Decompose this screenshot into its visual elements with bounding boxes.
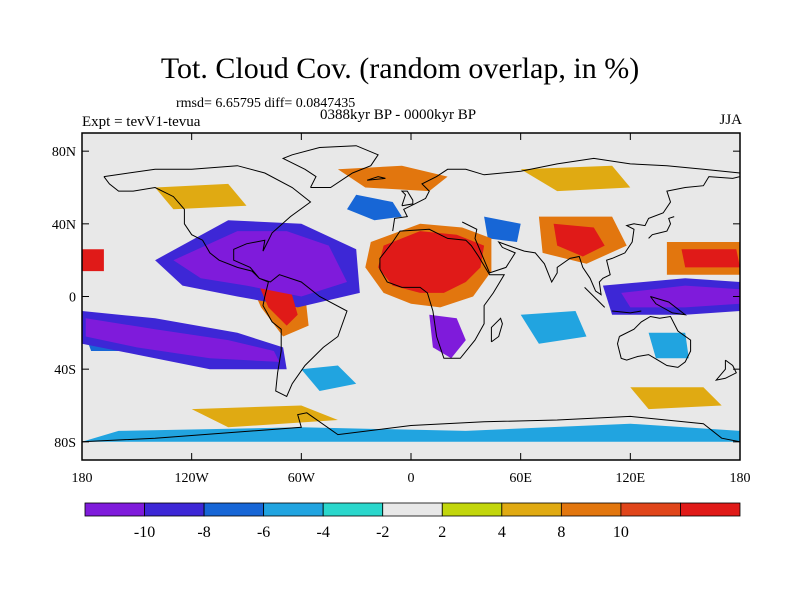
- coastline: [616, 315, 692, 368]
- anomaly-region: [82, 423, 740, 442]
- colorbar-label: 2: [438, 524, 446, 541]
- colorbar-segment: [322, 502, 384, 517]
- coastline: [82, 412, 740, 443]
- colorbar: -10 -8 -6 -4 -2 2 4 8 10: [84, 502, 741, 541]
- lat-tick-label: 80N: [52, 145, 76, 160]
- anomaly-field: [82, 165, 740, 442]
- lon-tick-label: 180: [730, 471, 751, 486]
- coastline: [400, 190, 414, 207]
- lat-tick-label: 40S: [54, 363, 76, 378]
- anomaly-region: [484, 216, 521, 242]
- colorbar-label: -8: [197, 524, 210, 541]
- colorbar-segment: [203, 502, 265, 517]
- anomaly-region: [301, 365, 357, 391]
- colorbar-label: -10: [134, 524, 155, 541]
- coastlines: [82, 145, 740, 443]
- colorbar-segment: [382, 502, 443, 517]
- colorbar-segment: [620, 502, 681, 517]
- anomaly-region: [347, 194, 402, 221]
- colorbar-segment: [680, 502, 741, 517]
- colorbar-label: 10: [613, 524, 629, 541]
- experiment-label: Expt = tevV1-tevua: [82, 114, 201, 130]
- colorbar-segment: [501, 502, 562, 517]
- coastline: [584, 287, 606, 308]
- lon-tick-label: 60E: [509, 471, 532, 486]
- anomaly-region: [337, 165, 448, 192]
- lat-tick-label: 80S: [54, 436, 76, 451]
- coastline: [379, 228, 506, 359]
- lon-tick-label: 120W: [175, 471, 210, 486]
- coastline: [612, 310, 642, 314]
- anomaly-region: [630, 387, 722, 410]
- coastline: [392, 157, 740, 232]
- latitude-axis: 80N 40N 0 40S 80S: [52, 145, 740, 451]
- colorbar-label: 4: [498, 524, 506, 541]
- lon-tick-label: 180: [72, 471, 93, 486]
- anomaly-region: [173, 231, 347, 297]
- anomaly-region: [378, 231, 485, 293]
- anomaly-region: [429, 314, 466, 359]
- anomaly-region: [82, 249, 104, 272]
- colorbar-label: -4: [317, 524, 330, 541]
- anomaly-region: [681, 249, 740, 268]
- colorbar-label: 8: [557, 524, 565, 541]
- statistics-line: rmsd= 6.65795 diff= 0.0847435: [176, 96, 356, 111]
- lon-tick-label: 0: [408, 471, 415, 486]
- colorbar-segment: [144, 502, 205, 517]
- anomaly-region: [648, 332, 689, 359]
- anomaly-region: [520, 165, 631, 192]
- colorbar-segment: [263, 502, 324, 517]
- anomaly-region: [155, 183, 247, 210]
- lon-tick-label: 60W: [288, 471, 316, 486]
- anomaly-region: [191, 405, 338, 428]
- coastline: [490, 317, 503, 343]
- lat-tick-label: 0: [69, 291, 76, 306]
- coastline: [714, 359, 737, 381]
- colorbar-label: -6: [257, 524, 270, 541]
- anomaly-region: [85, 318, 280, 362]
- map-title: Tot. Cloud Cov. (random overlap, in %): [160, 52, 640, 85]
- anomaly-region: [520, 311, 587, 344]
- colorbar-label: -2: [376, 524, 389, 541]
- coastline: [103, 165, 348, 398]
- coastline: [281, 145, 379, 188]
- lon-tick-label: 120E: [616, 471, 646, 486]
- colorbar-segment: [441, 502, 503, 517]
- colorbar-segment: [560, 502, 622, 517]
- lat-tick-label: 40N: [52, 218, 76, 233]
- coastline: [461, 176, 740, 296]
- anomaly-region: [553, 223, 605, 257]
- anomaly-region: [621, 285, 740, 308]
- colorbar-segment: [84, 502, 145, 517]
- coastline: [366, 176, 386, 181]
- coastline: [650, 296, 688, 316]
- season-label: JJA: [719, 112, 742, 128]
- coastline: [648, 216, 675, 239]
- period-label: 0388kyr BP - 0000kyr BP: [320, 107, 477, 123]
- longitude-axis: 180 120W 60W 0 60E 120E 180: [72, 133, 751, 486]
